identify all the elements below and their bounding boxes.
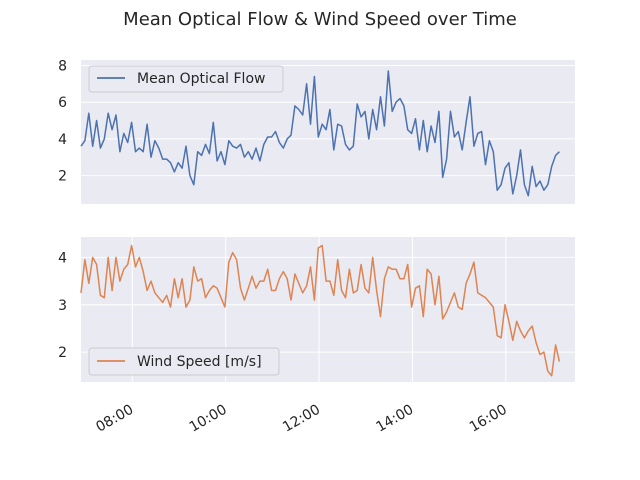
y-tick-label: 4 bbox=[58, 132, 67, 148]
y-tick-label: 2 bbox=[58, 169, 67, 185]
optical-flow-y-tick-labels: 2 4 6 8 bbox=[58, 59, 67, 185]
y-tick-label: 2 bbox=[58, 345, 67, 361]
y-tick-label: 3 bbox=[58, 298, 67, 314]
wind-speed-y-tick-labels: 2 3 4 bbox=[58, 250, 67, 361]
figure-title: Mean Optical Flow & Wind Speed over Time bbox=[123, 9, 517, 30]
y-tick-label: 4 bbox=[58, 250, 67, 266]
optical-flow-legend-label: Mean Optical Flow bbox=[137, 71, 265, 87]
wind-speed-series bbox=[80, 244, 561, 377]
series-line bbox=[80, 244, 561, 377]
optical-flow-panel: 2 4 6 8 Mean Optical Flow bbox=[58, 59, 575, 204]
wind-speed-panel: 234 08:00 10:00 12:00 14:00 16:00 Wind Speed… bbox=[58, 237, 575, 436]
wind-speed-legend-frame bbox=[88, 347, 280, 376]
optical-flow-legend-frame bbox=[88, 65, 284, 93]
wind-speed-legend: Wind Speed [m/s] bbox=[88, 347, 280, 376]
optical-flow-legend: Mean Optical Flow bbox=[88, 65, 284, 93]
wind-speed-legend-label: Wind Speed [m/s] bbox=[137, 354, 262, 370]
optical-flow-series bbox=[80, 70, 560, 197]
y-tick-label: 8 bbox=[58, 59, 67, 75]
y-tick-label: 6 bbox=[58, 95, 67, 111]
series-line bbox=[80, 70, 560, 197]
